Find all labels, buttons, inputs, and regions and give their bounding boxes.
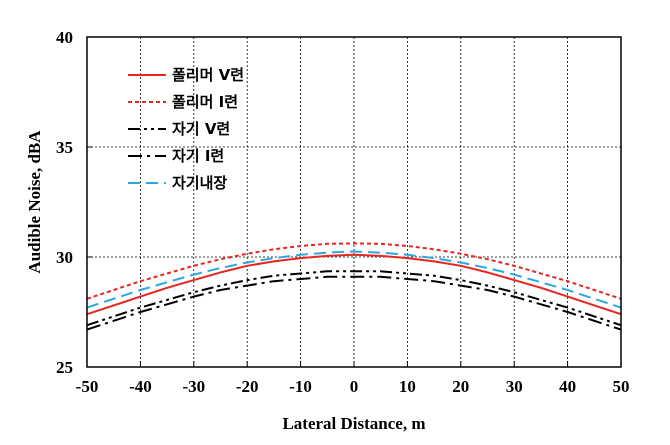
legend-label: 자기 I련 — [172, 147, 224, 165]
y-tick-label: 40 — [56, 28, 73, 47]
series-line-5 — [86, 250, 622, 309]
legend-label: 자기 V련 — [172, 120, 230, 138]
series-line-2 — [86, 242, 622, 300]
x-tick-label: 20 — [452, 377, 469, 396]
x-tick-label: -20 — [236, 377, 259, 396]
axis-ticks: -50 -40 -30 -20 -10 0 10 20 30 40 50 25 30 35 40 — [56, 28, 630, 396]
x-tick-label: -30 — [182, 377, 205, 396]
x-tick-label: -10 — [289, 377, 312, 396]
x-axis-title: Lateral Distance, m — [282, 414, 425, 433]
legend-label: 폴리머 I련 — [172, 93, 238, 111]
series-lines — [86, 242, 622, 331]
x-tick-label: 0 — [350, 377, 359, 396]
y-tick-label: 25 — [56, 358, 73, 377]
grid-lines — [87, 37, 621, 367]
x-tick-label: 10 — [399, 377, 416, 396]
x-tick-label: -50 — [76, 377, 99, 396]
x-tick-label: 50 — [613, 377, 630, 396]
y-axis-title: Audible Noise, dBA — [25, 130, 44, 274]
series-line-3 — [86, 270, 622, 327]
x-tick-label: 30 — [506, 377, 523, 396]
series-line-1 — [86, 253, 622, 316]
series-line-4 — [86, 275, 622, 331]
legend-label: 자기내장 — [172, 174, 227, 192]
legend-label: 폴리머 V련 — [172, 66, 244, 84]
x-tick-label: 40 — [559, 377, 576, 396]
y-tick-label: 35 — [56, 138, 73, 157]
y-tick-label: 30 — [56, 248, 73, 267]
x-tick-label: -40 — [129, 377, 152, 396]
